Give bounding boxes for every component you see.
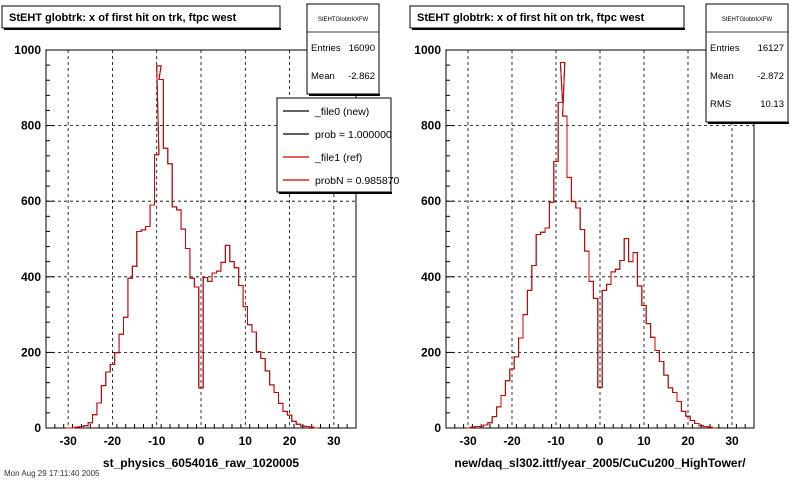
y-tick-label: 1000 (414, 43, 441, 57)
stats-label: Entries (710, 43, 740, 54)
legend-label: prob = 1.000000 (315, 129, 392, 141)
footer-date: Mon Aug 29 17:11:40 2005 (4, 469, 100, 478)
x-tick-label: -10 (547, 434, 565, 448)
x-tick-label: 30 (725, 434, 739, 448)
x-axis-label: st_physics_6054016_raw_1020005 (103, 456, 299, 470)
stats-value: -2.872 (757, 71, 784, 82)
x-tick-label: 10 (239, 434, 253, 448)
x-tick-label: -30 (59, 434, 77, 448)
chart-title: StEHT globtrk: x of first hit on trk, ft… (9, 12, 237, 24)
histogram-ref (65, 65, 319, 429)
x-tick-label: -20 (503, 434, 521, 448)
stats-box (306, 3, 380, 95)
x-tick-label: -30 (459, 434, 477, 448)
y-tick-label: 800 (421, 119, 441, 133)
stats-value: 16090 (349, 43, 375, 54)
stats-name: StEHTGlobtrkXFW (318, 17, 369, 23)
legend-label: probN = 0.985870 (315, 175, 400, 187)
y-tick-label: 400 (421, 270, 441, 284)
stats-value: 16127 (758, 43, 784, 54)
stats-value: 10.13 (760, 99, 784, 110)
x-tick-label: 0 (597, 434, 604, 448)
x-tick-label: 20 (681, 434, 695, 448)
x-tick-label: 30 (327, 434, 341, 448)
y-tick-label: 200 (421, 345, 441, 359)
y-tick-label: 0 (34, 421, 41, 435)
stats-label: RMS (710, 99, 731, 110)
x-tick-label: -20 (104, 434, 122, 448)
left-histogram-panel: -30 -20 -10 0 10 20 30 0 200 400 600 800 1000 st_phys… (1, 3, 400, 470)
legend-box (276, 97, 392, 193)
y-tick-label: 200 (21, 345, 41, 359)
stats-label: Mean (311, 71, 335, 82)
y-tick-label: 400 (21, 270, 41, 284)
y-tick-label: 600 (21, 194, 41, 208)
x-tick-label: 20 (283, 434, 297, 448)
chart-title: StEHT globtrk: x of first hit on trk, ft… (417, 12, 645, 24)
x-tick-label: 0 (198, 434, 205, 448)
x-tick-label: 10 (637, 434, 651, 448)
legend-label: _file1 (ref) (314, 152, 362, 164)
stats-name: StEHTGlobtrkXFW (722, 17, 773, 23)
x-tick-label: -10 (148, 434, 166, 448)
right-histogram-panel: -30 -20 -10 0 10 20 30 0 200 400 600 800 1000 new/daq… (409, 3, 789, 470)
stats-label: Mean (710, 71, 734, 82)
stats-label: Entries (311, 43, 341, 54)
stats-value: -2.862 (348, 71, 375, 82)
y-tick-label: 800 (21, 119, 41, 133)
legend-label: _file0 (new) (314, 106, 369, 118)
x-axis-label: new/daq_sl302.ittf/year_2005/CuCu200_Hig… (454, 456, 746, 470)
y-tick-label: 0 (434, 421, 441, 435)
y-tick-label: 600 (421, 194, 441, 208)
y-tick-label: 1000 (14, 43, 41, 57)
histogram-ref (465, 61, 717, 429)
